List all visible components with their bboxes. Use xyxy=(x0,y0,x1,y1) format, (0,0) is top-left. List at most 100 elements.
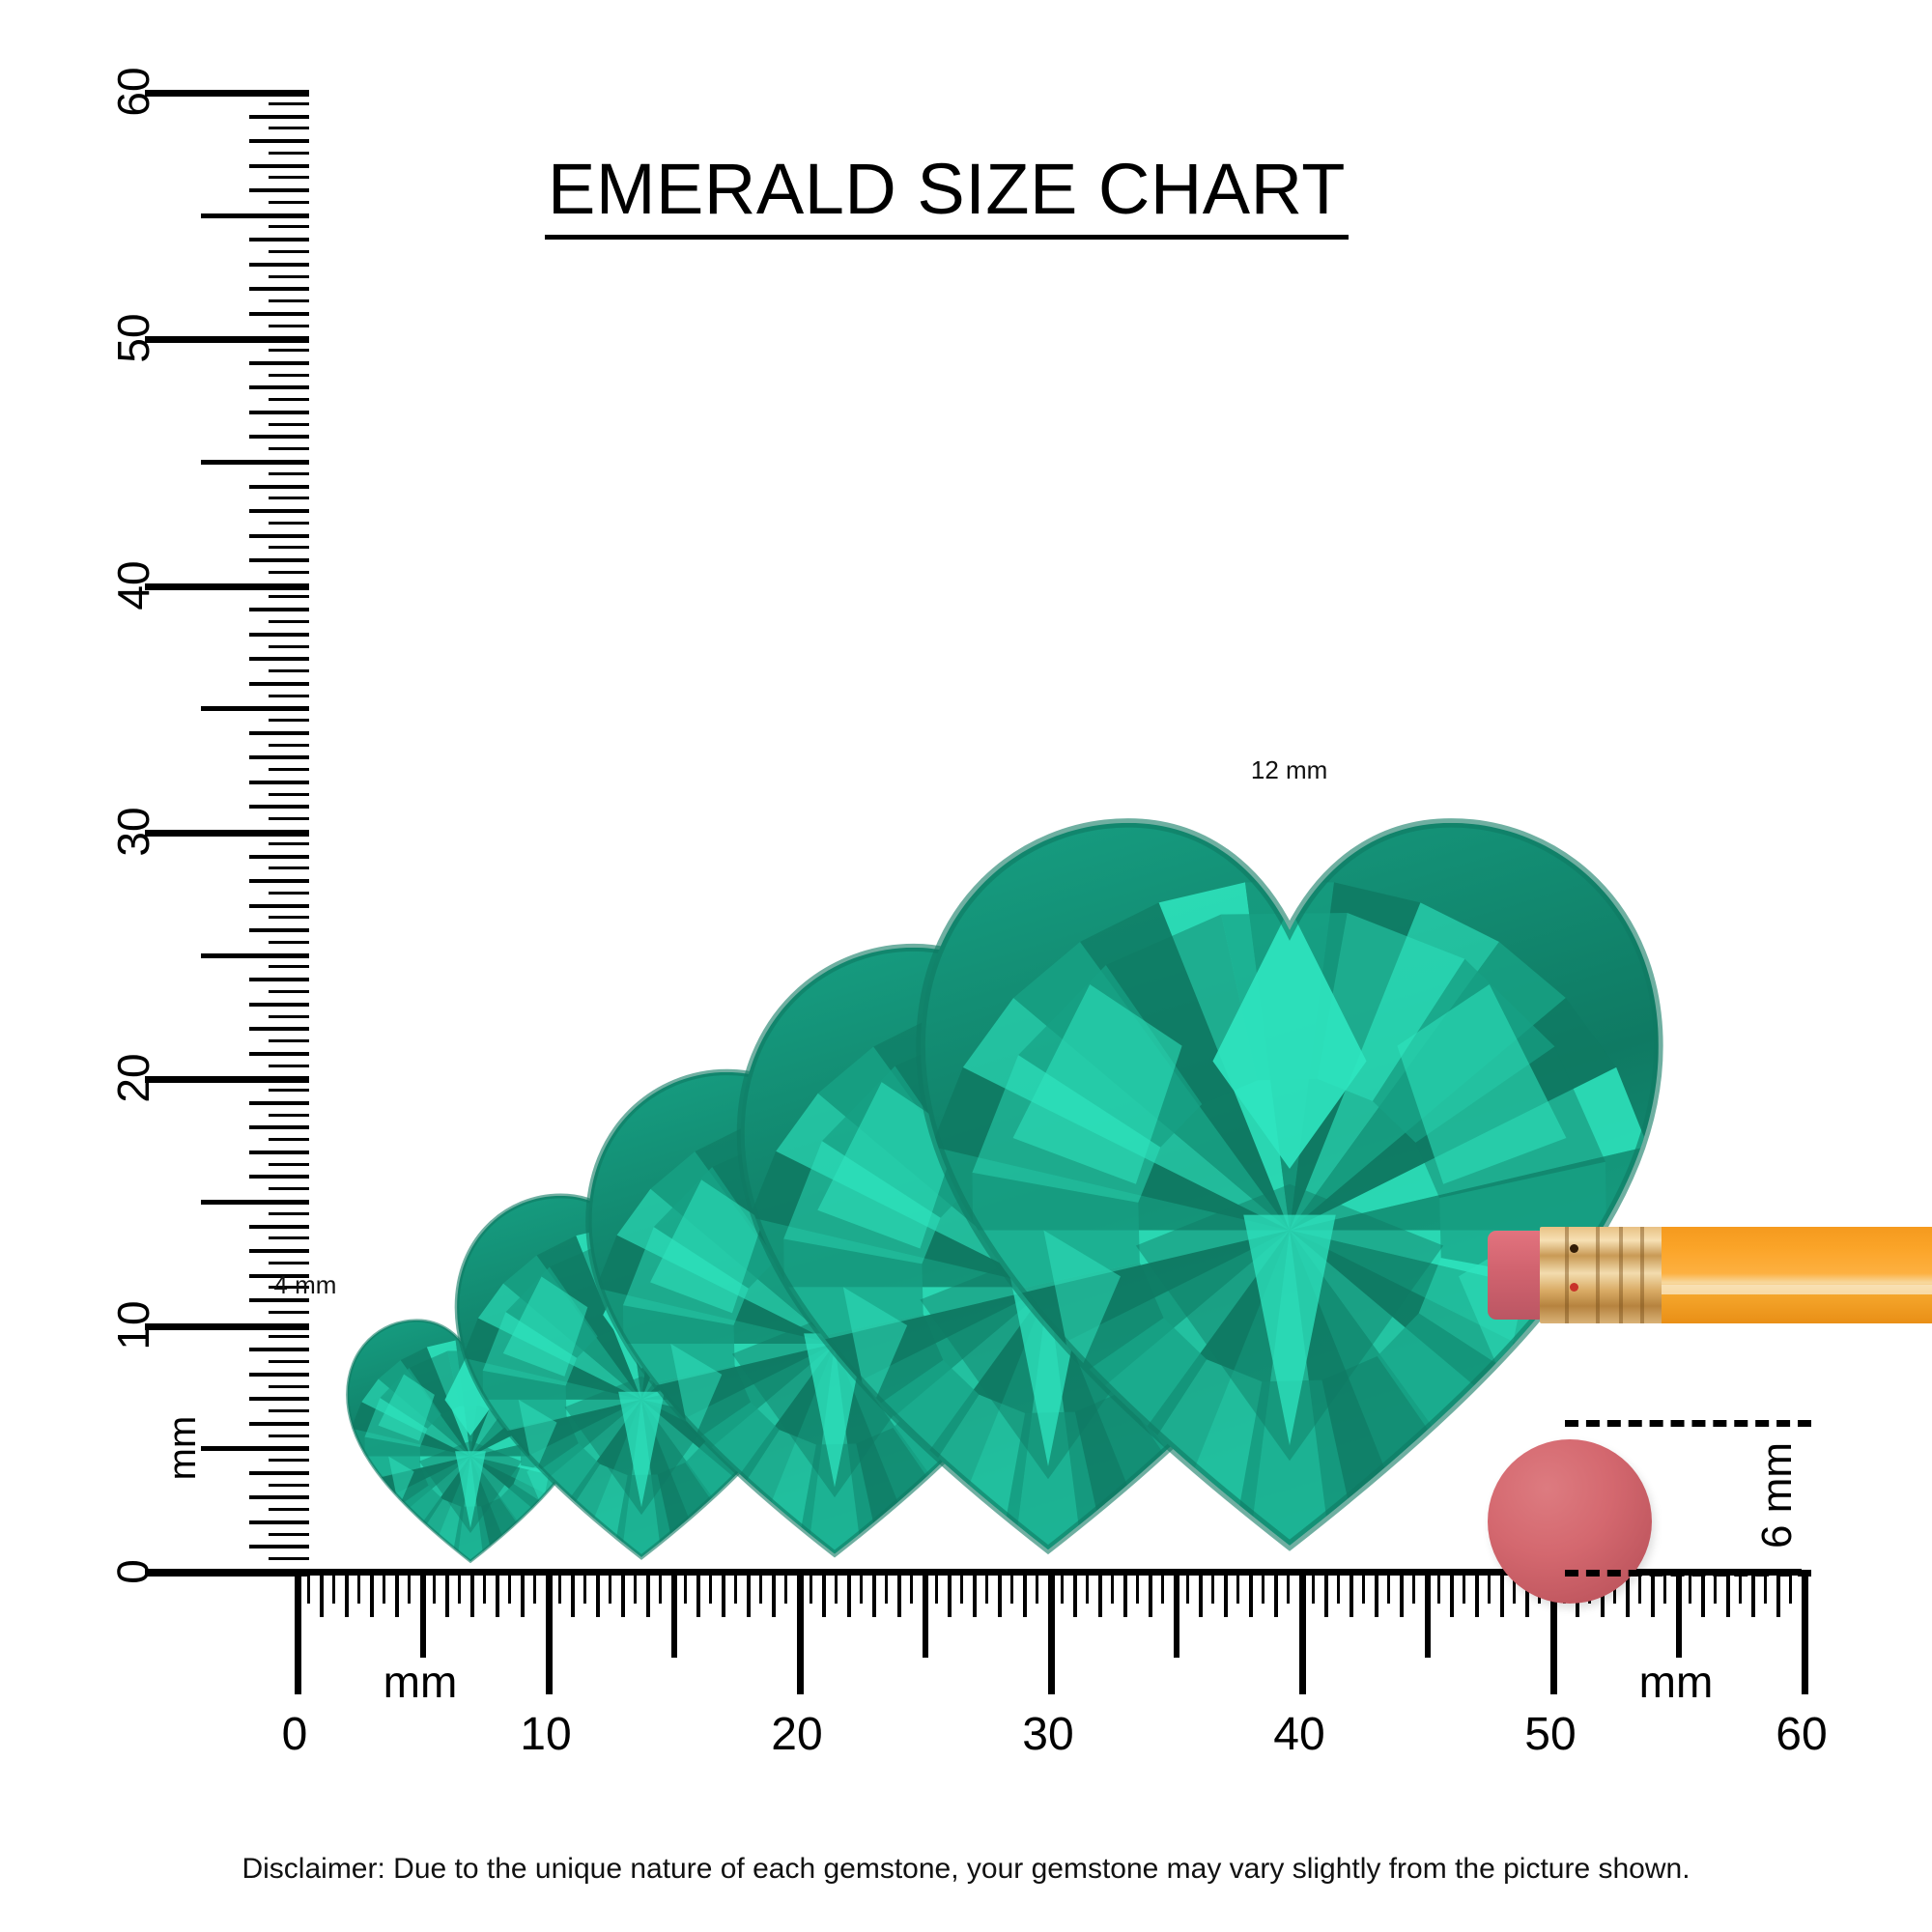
vertical-ruler-tick xyxy=(269,1138,309,1142)
ferrule-ring xyxy=(1596,1227,1600,1323)
measurement-dash-bottom xyxy=(1565,1570,1811,1577)
horizontal-ruler-tick xyxy=(960,1573,963,1604)
vertical-ruler-tick xyxy=(201,460,309,465)
horizontal-ruler-tick xyxy=(1726,1573,1730,1617)
vertical-ruler-tick xyxy=(249,1298,309,1303)
horizontal-ruler-tick xyxy=(1764,1573,1767,1604)
horizontal-ruler-unit-label: mm xyxy=(1638,1657,1714,1707)
ferrule-dot xyxy=(1570,1244,1578,1253)
vertical-ruler-tick xyxy=(269,1286,309,1290)
horizontal-ruler-tick xyxy=(1776,1573,1780,1617)
horizontal-ruler-tick xyxy=(1676,1573,1682,1658)
vertical-ruler-tick xyxy=(269,694,309,697)
vertical-ruler-tick xyxy=(269,817,309,821)
horizontal-ruler-tick xyxy=(1739,1573,1742,1604)
ferrule-ring xyxy=(1640,1227,1644,1323)
vertical-ruler-tick xyxy=(249,1002,309,1007)
horizontal-ruler: 0 10 20 30 40 50 60 mm mm xyxy=(282,1573,1828,1760)
vertical-ruler-tick xyxy=(269,1113,309,1117)
horizontal-ruler-tick xyxy=(596,1573,600,1617)
vertical-ruler-tick xyxy=(249,1273,309,1278)
horizontal-ruler-tick xyxy=(860,1573,863,1604)
vertical-ruler-tick xyxy=(249,1224,309,1229)
horizontal-ruler-tick xyxy=(1714,1573,1717,1604)
vertical-ruler-tick xyxy=(249,1372,309,1377)
horizontal-ruler-tick xyxy=(659,1573,662,1604)
vertical-ruler-label: 10 xyxy=(108,1300,158,1350)
vertical-ruler-tick xyxy=(201,1200,309,1205)
vertical-ruler-tick xyxy=(249,1421,309,1426)
horizontal-ruler-tick xyxy=(747,1573,751,1617)
horizontal-ruler-tick xyxy=(1689,1573,1691,1604)
horizontal-ruler-tick xyxy=(923,1573,928,1658)
horizontal-ruler-tick xyxy=(1274,1573,1278,1617)
vertical-ruler-tick xyxy=(269,1064,309,1067)
vertical-ruler-tick xyxy=(269,324,309,327)
page-title-block: EMERALD SIZE CHART xyxy=(541,153,1352,241)
vertical-ruler-tick xyxy=(269,891,309,895)
vertical-ruler-tick xyxy=(201,706,309,712)
pencil-body-highlight xyxy=(1662,1285,1932,1294)
horizontal-ruler-tick xyxy=(1299,1573,1306,1694)
vertical-ruler-tick xyxy=(269,768,309,772)
vertical-ruler-tick xyxy=(145,830,309,837)
horizontal-ruler-tick xyxy=(345,1573,349,1617)
horizontal-ruler-tick xyxy=(973,1573,977,1617)
horizontal-ruler-tick xyxy=(621,1573,625,1617)
vertical-ruler-tick xyxy=(269,1089,309,1093)
horizontal-ruler-tick xyxy=(1236,1573,1239,1604)
vertical-ruler-tick xyxy=(249,879,309,884)
gemstone-12mm[interactable]: 12 mm xyxy=(905,755,1674,1569)
horizontal-ruler-tick xyxy=(1400,1573,1404,1617)
horizontal-ruler-tick xyxy=(935,1573,938,1604)
vertical-ruler-tick xyxy=(269,225,309,229)
vertical-ruler-tick xyxy=(145,1076,309,1084)
vertical-ruler-tick xyxy=(249,730,309,735)
horizontal-ruler-tick xyxy=(383,1573,385,1604)
vertical-ruler-tick xyxy=(249,978,309,982)
vertical-ruler-tick xyxy=(269,471,309,475)
horizontal-ruler-tick xyxy=(320,1573,324,1617)
horizontal-ruler-label: 60 xyxy=(1776,1709,1828,1760)
disclaimer-text: Disclaimer: Due to the unique nature of … xyxy=(242,1853,1690,1885)
horizontal-ruler-tick xyxy=(1375,1573,1378,1617)
vertical-ruler-tick xyxy=(269,940,309,944)
vertical-ruler-unit-label: mm xyxy=(161,1416,205,1481)
vertical-ruler-tick xyxy=(249,608,309,612)
vertical-ruler-tick xyxy=(269,1359,309,1363)
horizontal-ruler-tick xyxy=(1098,1573,1102,1617)
measurement-dash-top xyxy=(1565,1420,1811,1427)
vertical-ruler-tick xyxy=(269,1483,309,1487)
vertical-ruler-tick xyxy=(269,422,309,426)
vertical-ruler-tick xyxy=(269,1459,309,1463)
horizontal-ruler-tick xyxy=(1161,1573,1164,1604)
horizontal-ruler-tick xyxy=(835,1573,838,1604)
horizontal-ruler-tick xyxy=(1789,1573,1792,1604)
vertical-ruler-tick xyxy=(249,755,309,760)
gemstone-size-label: 4 mm xyxy=(273,1269,337,1299)
horizontal-ruler-tick xyxy=(571,1573,575,1617)
vertical-ruler-tick xyxy=(249,805,309,810)
vertical-ruler-label: 60 xyxy=(108,67,158,117)
horizontal-ruler-tick xyxy=(722,1573,725,1617)
horizontal-ruler-tick xyxy=(470,1573,474,1617)
vertical-ruler-tick xyxy=(249,1150,309,1154)
vertical-ruler-tick xyxy=(269,570,309,574)
vertical-ruler-tick xyxy=(269,299,309,303)
horizontal-ruler-tick xyxy=(332,1573,335,1604)
vertical-ruler-tick xyxy=(249,1520,309,1524)
horizontal-ruler-tick xyxy=(420,1573,426,1658)
horizontal-ruler-tick xyxy=(1701,1573,1705,1617)
horizontal-ruler-tick xyxy=(558,1573,561,1604)
vertical-ruler-tick xyxy=(249,1470,309,1475)
horizontal-ruler-tick xyxy=(370,1573,374,1617)
vertical-ruler-tick xyxy=(269,546,309,550)
vertical-ruler-tick xyxy=(269,841,309,845)
title-underline xyxy=(545,235,1349,241)
horizontal-ruler-tick xyxy=(822,1573,826,1617)
vertical-ruler-tick xyxy=(269,1211,309,1215)
vertical-ruler-tick xyxy=(269,1532,309,1536)
horizontal-ruler-tick xyxy=(1450,1573,1454,1617)
horizontal-ruler-tick xyxy=(1362,1573,1365,1604)
